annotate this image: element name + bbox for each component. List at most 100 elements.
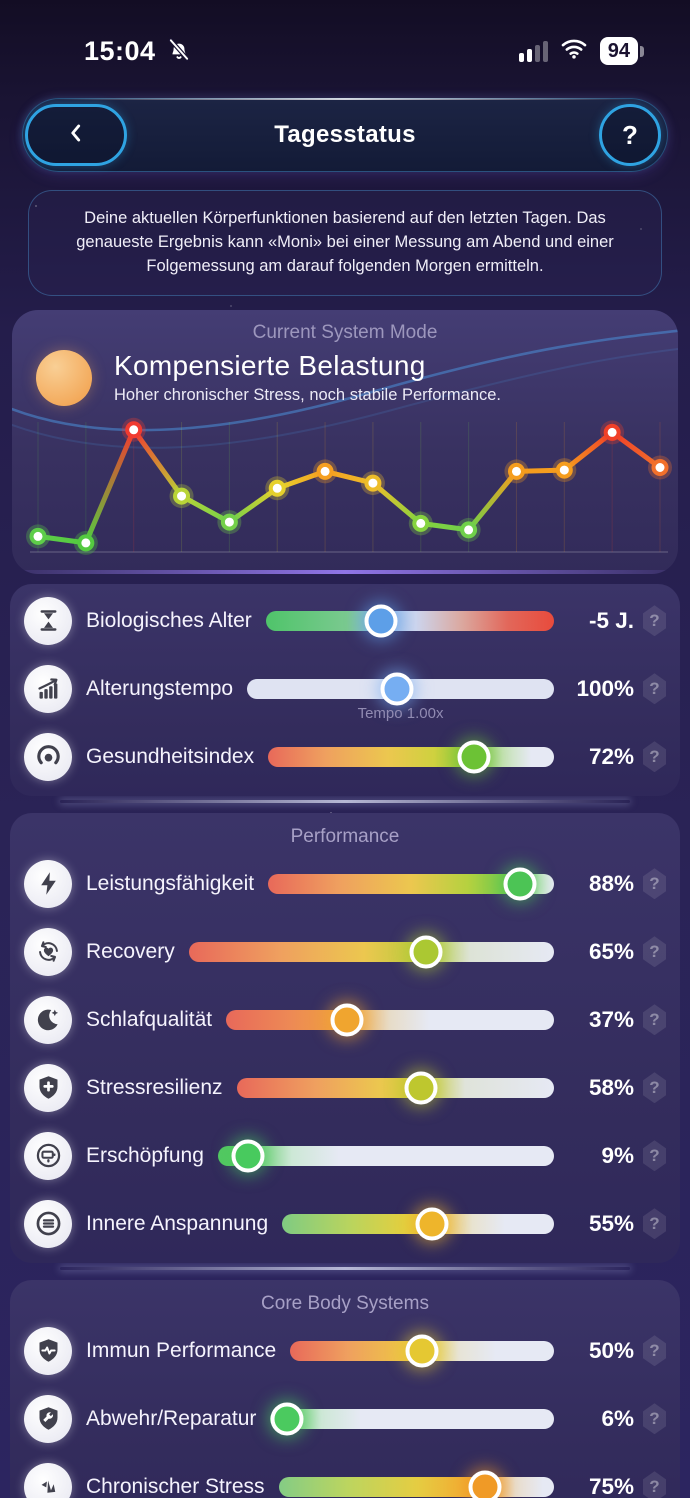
chart-arrow-icon [24, 664, 72, 713]
help-gem-icon[interactable]: ? [643, 1072, 666, 1104]
zigzag-icon [24, 1462, 72, 1498]
metric-label: Abwehr/Reparatur [86, 1406, 257, 1430]
question-icon: ? [622, 119, 638, 150]
slider-knob[interactable] [330, 1003, 364, 1037]
slider-track [188, 941, 554, 962]
metric-label: Immun Performance [86, 1338, 277, 1362]
slider-knob[interactable] [457, 740, 491, 774]
slider-sublabel: Tempo 1.00x [357, 704, 444, 722]
metric-row-erschoepfung: Erschöpfung 9%? [24, 1122, 666, 1190]
metric-value: -5 J. [588, 607, 634, 633]
slider-track [268, 746, 554, 767]
section-title: Core Body Systems [261, 1292, 429, 1314]
moon-icon [24, 995, 72, 1044]
metric-row-recovery: Recovery 65%? [24, 918, 666, 986]
lines-circle-icon [24, 1199, 72, 1248]
slider-knob[interactable] [415, 1207, 449, 1241]
metric-label: Alterungstempo [86, 676, 234, 700]
help-gem-icon[interactable]: ? [643, 1004, 666, 1036]
help-gem-icon[interactable]: ? [643, 1471, 666, 1498]
metric-label: Recovery [86, 939, 175, 963]
metric-value: 65% [588, 938, 634, 964]
metric-row-schlafqualitaet: Schlafqualität 37%? [24, 986, 666, 1054]
metric-value: 100% [576, 675, 634, 701]
mode-subtitle: Hoher chronischer Stress, noch stabile P… [114, 386, 502, 405]
immun-performance-slider[interactable] [290, 1334, 554, 1368]
metric-label: Leistungsfähigkeit [86, 871, 255, 895]
help-gem-icon[interactable]: ? [643, 1140, 666, 1172]
slider-knob[interactable] [468, 1470, 502, 1498]
alterungstempo-slider[interactable]: Tempo 1.00x [247, 672, 554, 722]
help-gem-icon[interactable]: ? [643, 1208, 666, 1240]
metric-label: Erschöpfung [86, 1143, 204, 1167]
battery-icon: 94 [599, 37, 644, 65]
erschoepfung-slider[interactable] [217, 1139, 554, 1173]
schlafqualitaet-slider[interactable] [226, 1003, 554, 1037]
metric-card-performance: Performance Leistungsfähigkeit 88%? Recover… [10, 812, 680, 1263]
stressresilienz-slider[interactable] [236, 1071, 554, 1105]
slider-knob[interactable] [409, 935, 443, 969]
metric-row-stressresilienz: Stressresilienz 58%? [24, 1054, 666, 1122]
slider-knob[interactable] [503, 867, 537, 901]
innere-anspannung-slider[interactable] [282, 1207, 554, 1241]
battery-low-icon [24, 1131, 72, 1180]
gauge-icon [24, 732, 72, 781]
glow-divider [60, 799, 630, 803]
gesundheitsindex-slider[interactable] [268, 740, 554, 774]
help-gem-icon[interactable]: ? [643, 936, 666, 968]
metric-row-innere-anspannung: Innere Anspannung 55%? [24, 1190, 666, 1258]
clock: 15:04 [84, 35, 156, 66]
slider-track [270, 1408, 554, 1429]
help-gem-icon[interactable]: ? [643, 673, 666, 705]
recovery-slider[interactable] [188, 935, 554, 969]
metric-row-leistungsfaehigkeit: Leistungsfähigkeit 88%? [24, 850, 666, 918]
help-gem-icon[interactable]: ? [643, 605, 666, 637]
metric-value: 58% [588, 1074, 634, 1100]
help-gem-icon[interactable]: ? [643, 741, 666, 773]
metric-row-biologisches-alter: Biologisches Alter -5 J.? [24, 587, 666, 655]
metric-card-core-body-systems: Core Body Systems Immun Performance 50%? Ab… [10, 1279, 680, 1498]
bell-muted-icon [166, 36, 192, 67]
slider-knob[interactable] [270, 1402, 304, 1436]
header-bar: Tagesstatus ? [22, 98, 668, 172]
help-button[interactable]: ? [599, 104, 661, 166]
slider-knob[interactable] [405, 1334, 439, 1368]
slider-knob[interactable] [404, 1071, 438, 1105]
slider-track [217, 1145, 554, 1166]
shield-wrench-icon [24, 1394, 72, 1443]
slider-track [268, 873, 554, 894]
metric-label: Innere Anspannung [86, 1211, 269, 1235]
metric-value: 50% [588, 1337, 634, 1363]
slider-knob[interactable] [380, 672, 414, 706]
metric-label: Biologisches Alter [86, 608, 252, 632]
battery-level: 94 [599, 37, 638, 65]
help-gem-icon[interactable]: ? [643, 868, 666, 900]
metric-value: 9% [601, 1142, 634, 1168]
metric-value: 6% [601, 1405, 634, 1431]
metric-row-immun-performance: Immun Performance 50%? [24, 1317, 666, 1385]
slider-track [236, 1077, 554, 1098]
leistungsfaehigkeit-slider[interactable] [268, 867, 554, 901]
slider-track [226, 1009, 554, 1030]
help-gem-icon[interactable]: ? [643, 1403, 666, 1435]
shield-plus-icon [24, 1063, 72, 1112]
metric-label: Chronischer Stress [86, 1474, 265, 1498]
system-mode-card: Current System Mode Kompensierte Belastu… [12, 309, 678, 574]
abwehr-reparatur-slider[interactable] [270, 1402, 554, 1436]
metric-value: 55% [588, 1210, 634, 1236]
help-gem-icon[interactable]: ? [643, 1335, 666, 1367]
metric-row-chronischer-stress: Chronischer Stress 75%? [24, 1453, 666, 1498]
slider-track [265, 610, 554, 631]
metric-label: Schlafqualität [86, 1007, 213, 1031]
metric-value: 88% [588, 870, 634, 896]
slider-knob[interactable] [364, 604, 398, 638]
chevron-left-icon [63, 120, 89, 151]
mode-kicker: Current System Mode [252, 321, 438, 343]
metric-value: 72% [588, 743, 634, 769]
metric-row-gesundheitsindex: Gesundheitsindex 72%? [24, 723, 666, 791]
metric-label: Stressresilienz [86, 1075, 223, 1099]
biologisches-alter-slider[interactable] [265, 604, 554, 638]
back-button[interactable] [25, 104, 127, 166]
chronischer-stress-slider[interactable] [278, 1470, 554, 1498]
slider-knob[interactable] [231, 1139, 265, 1173]
